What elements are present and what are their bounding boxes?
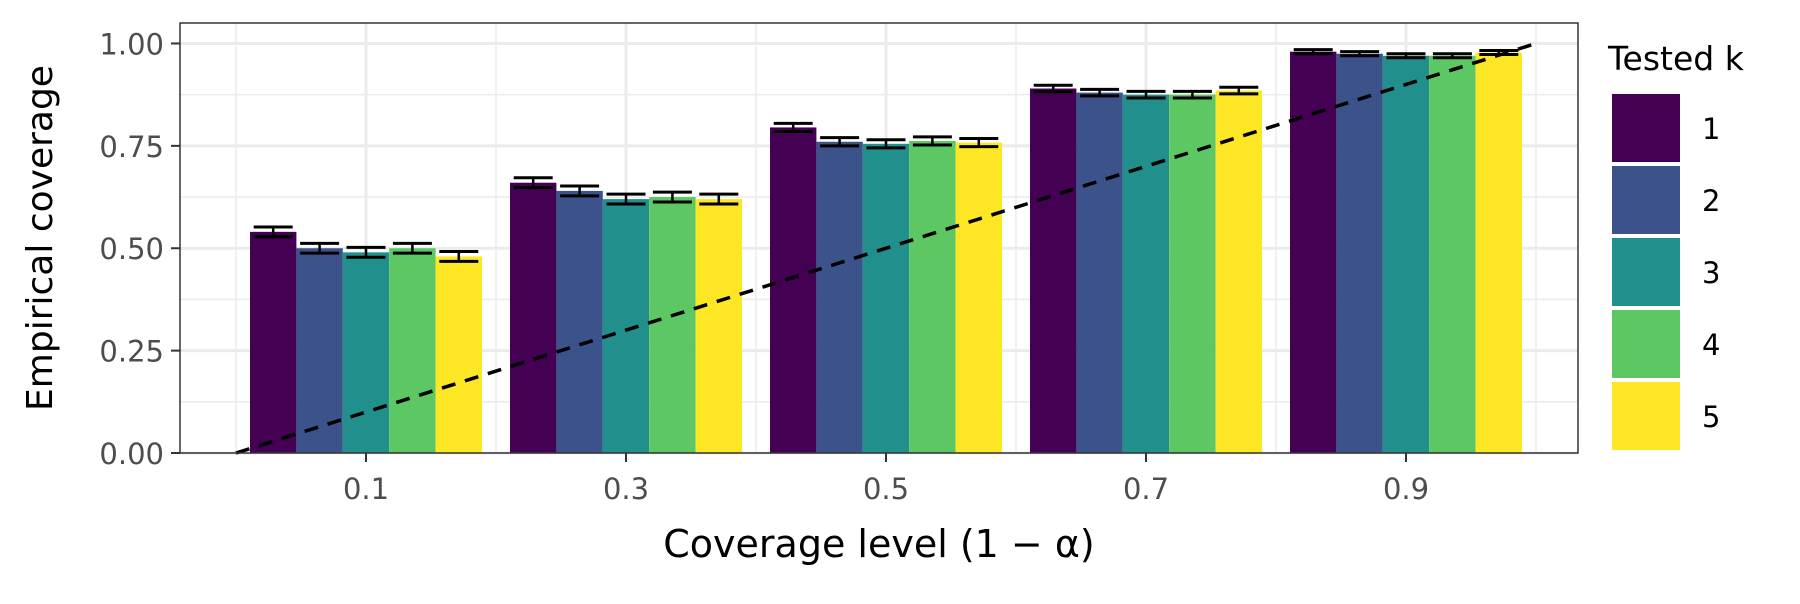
bar: [1076, 92, 1123, 453]
y-axis: 0.00 0.25 0.50 0.75 1.00: [99, 27, 180, 471]
y-tick-label: 0.25: [99, 335, 164, 369]
bar: [695, 199, 742, 453]
bar: [602, 199, 650, 453]
bar: [1169, 94, 1216, 454]
x-tick-label: 0.7: [1123, 472, 1169, 506]
bar: [296, 248, 343, 453]
legend-swatch: [1612, 382, 1680, 450]
bar: [955, 142, 1002, 454]
legend-label: 1: [1702, 112, 1720, 146]
legend-label: 2: [1702, 184, 1720, 218]
x-tick-label: 0.1: [343, 472, 389, 506]
x-tick-label: 0.9: [1383, 472, 1429, 506]
bar: [909, 140, 956, 453]
bar: [649, 197, 696, 453]
x-tick-label: 0.3: [603, 472, 649, 506]
bar: [250, 231, 297, 453]
legend-items: 1 2 3 4 5: [1612, 94, 1720, 450]
bar: [389, 248, 436, 453]
bar: [770, 127, 817, 453]
legend-swatch: [1612, 166, 1680, 234]
x-axis-label: Coverage level (1 − α): [663, 522, 1094, 566]
bar: [1429, 55, 1476, 454]
legend-title: Tested k: [1607, 39, 1745, 78]
bar: [1475, 52, 1522, 453]
legend-label: 5: [1702, 400, 1720, 434]
x-axis: 0.1 0.3 0.5 0.7 0.9: [343, 453, 1429, 506]
bar: [1215, 90, 1262, 454]
panel-border: [179, 22, 1579, 454]
bar: [510, 182, 557, 453]
y-tick-label: 0.00: [99, 437, 164, 471]
reference-line-layer: [235, 41, 1537, 455]
legend-swatch: [1612, 94, 1680, 162]
x-tick-label: 0.5: [863, 472, 909, 506]
legend: Tested k 1 2 3 4 5: [1607, 39, 1745, 450]
y-tick-label: 0.75: [99, 130, 164, 164]
bar: [1122, 94, 1170, 454]
legend-swatch: [1612, 238, 1680, 306]
legend-label: 3: [1702, 256, 1720, 290]
bar: [862, 143, 910, 454]
bars-layer: [250, 51, 1522, 454]
bar: [435, 256, 482, 453]
bar: [556, 190, 603, 453]
legend-swatch: [1612, 310, 1680, 378]
y-tick-label: 0.50: [99, 232, 164, 266]
diagonal-reference-line: [235, 41, 1537, 455]
bar: [1030, 88, 1077, 454]
errorbar-layer: [253, 48, 1519, 263]
bar: [816, 141, 863, 453]
legend-label: 4: [1702, 328, 1720, 362]
y-axis-label: Empirical coverage: [20, 65, 61, 411]
bar: [1382, 55, 1430, 454]
bar: [342, 252, 390, 453]
y-tick-label: 1.00: [99, 27, 164, 61]
bar: [1336, 53, 1383, 453]
